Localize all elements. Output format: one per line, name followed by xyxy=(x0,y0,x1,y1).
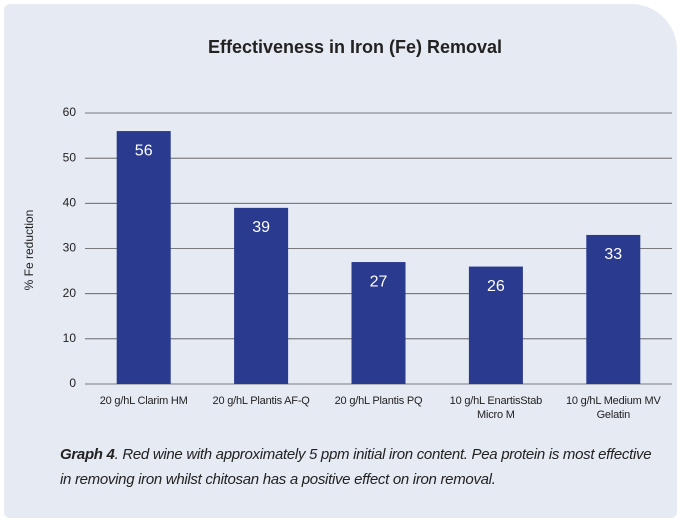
panel xyxy=(4,4,677,518)
bar xyxy=(351,262,406,384)
x-tick-label: 10 g/hL EnartisStab Micro M xyxy=(449,395,543,421)
x-tick-label: 10 g/hL Medium MV Gelatin xyxy=(565,395,661,421)
value-label: 39 xyxy=(252,219,270,236)
y-tick-label: 20 xyxy=(63,286,77,300)
caption-label: Graph 4 xyxy=(60,446,115,463)
caption: Graph 4. Red wine with approximately 5 p… xyxy=(60,442,660,492)
y-tick-label: 30 xyxy=(63,241,77,255)
bar xyxy=(234,207,289,384)
x-tick-label: 20 g/hL Clarim HM xyxy=(99,395,188,407)
value-label: 26 xyxy=(487,278,505,295)
x-tick-label: 20 g/hL Plantis AF-Q xyxy=(212,395,310,407)
y-tick-label: 60 xyxy=(63,105,77,119)
x-tick-label: 20 g/hL Plantis PQ xyxy=(334,395,423,407)
y-tick-label: 50 xyxy=(63,150,77,164)
bar xyxy=(468,266,523,384)
y-tick-label: 10 xyxy=(63,331,77,345)
value-label: 56 xyxy=(135,142,153,159)
bar xyxy=(116,131,171,384)
chart-title: Effectiveness in Iron (Fe) Removal xyxy=(208,37,502,57)
y-axis-label: % Fe reduction xyxy=(22,210,36,291)
value-label: 33 xyxy=(604,246,622,263)
value-label: 27 xyxy=(370,273,388,290)
caption-text: . Red wine with approximately 5 ppm init… xyxy=(60,446,652,488)
bar xyxy=(586,234,641,384)
y-tick-label: 40 xyxy=(63,196,77,210)
y-tick-label: 0 xyxy=(69,376,76,390)
